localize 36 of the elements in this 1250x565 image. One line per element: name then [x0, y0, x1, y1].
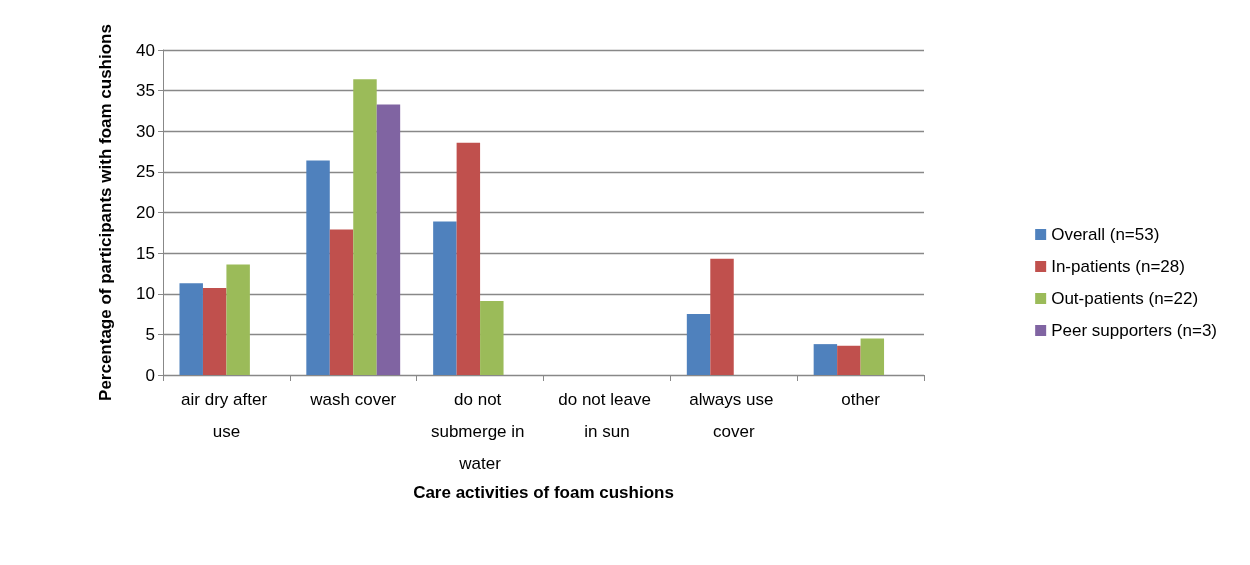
bar	[329, 229, 354, 375]
y-tick-label: 15	[136, 243, 155, 263]
bar	[306, 160, 330, 375]
legend-label: In-patients (n=28)	[1051, 257, 1185, 276]
bar	[686, 314, 711, 375]
x-tick-label: always use cover	[689, 389, 779, 441]
y-tick-label: 30	[136, 121, 155, 141]
y-tick-label: 25	[136, 162, 155, 182]
bar	[860, 338, 885, 375]
legend-label: Out-patients (n=22)	[1051, 289, 1199, 308]
y-tick-label: 10	[136, 284, 155, 304]
x-axis-title: Care activities of foam cushions	[413, 482, 674, 502]
y-tick-label: 40	[136, 40, 155, 60]
bar	[813, 344, 838, 375]
bar	[376, 104, 401, 375]
y-tick-label: 0	[145, 365, 155, 385]
bar	[837, 345, 861, 375]
bar	[226, 264, 250, 375]
y-tick-label: 20	[136, 203, 155, 222]
bar	[480, 301, 504, 375]
bar	[179, 283, 203, 375]
y-tick-label: 35	[136, 81, 155, 101]
legend-label: Overall (n=53)	[1051, 225, 1160, 244]
x-tick-label: wash cover	[309, 389, 397, 409]
legend-label: Peer supporters (n=3)	[1051, 321, 1218, 340]
bar	[353, 79, 377, 375]
x-tick-label: air dry after use	[181, 389, 272, 441]
y-axis-title: Percentage of participants with foam cushions	[95, 24, 115, 401]
bar	[202, 288, 227, 375]
x-tick-label: do not submerge in water	[430, 389, 530, 473]
x-tick-label: do not leave in sun	[558, 389, 656, 441]
y-tick-label: 5	[145, 324, 155, 344]
bar	[710, 258, 734, 375]
bar	[433, 221, 457, 375]
bar	[456, 142, 481, 375]
x-tick-label: other	[841, 389, 881, 409]
